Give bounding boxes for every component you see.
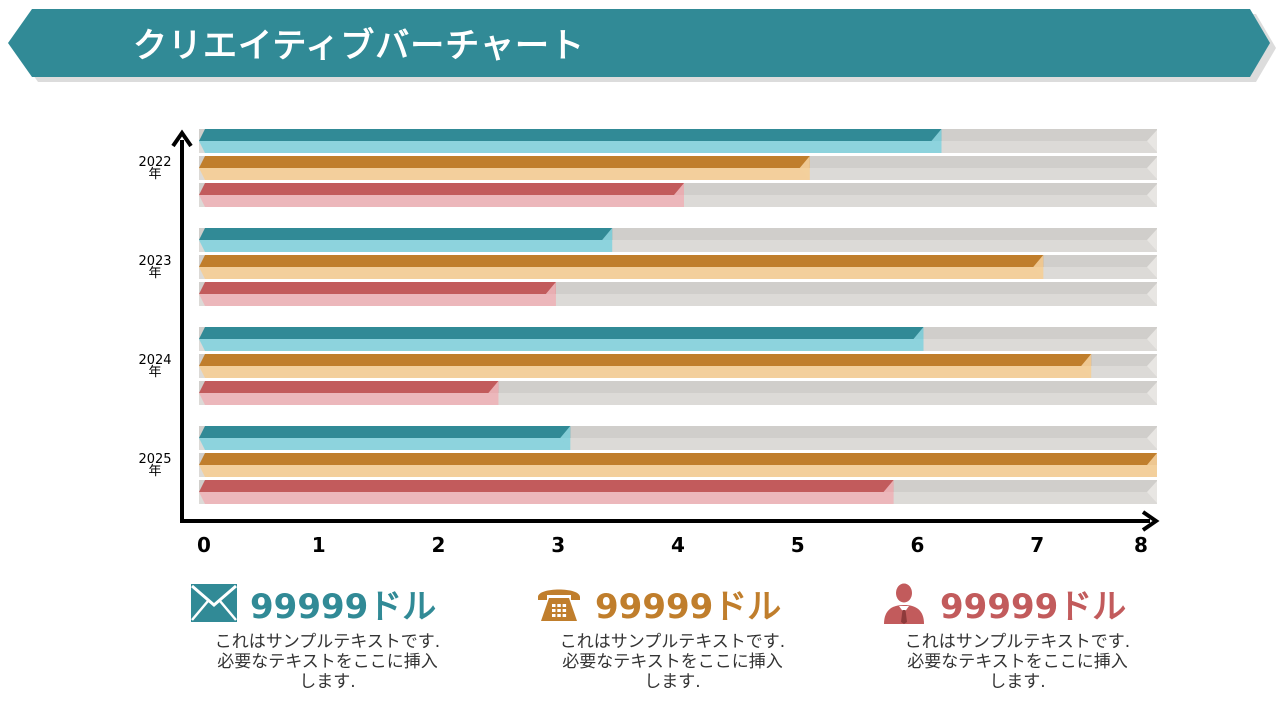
bar-track-cap [1147,328,1157,350]
bar-top [199,453,1157,465]
card-text-line: 必要なテキストをここに挿入 [907,652,1128,672]
bar-top [199,480,894,492]
bar-bottom [199,339,924,351]
bar-track-cap [1147,355,1157,377]
card-text-line: これはサンプルテキストです. [559,632,786,652]
bar-top [199,282,556,294]
envelope-icon [190,581,238,625]
card-value: 99999ドル [940,586,1127,627]
bar-bottom [199,240,613,252]
x-tick-label: 5 [791,533,805,557]
bar-track-cap [1147,256,1157,278]
bar-track-cap [1147,382,1157,404]
bar-bottom [199,438,571,450]
bar-track-cap [1147,427,1157,449]
x-axis-arrow [1141,510,1160,532]
y-tick-label: 2023 [138,254,171,269]
x-tick-label: 1 [312,533,326,557]
y-axis-arrow [171,129,193,148]
y-tick-label-suffix: 年 [148,365,161,380]
y-tick-label: 2024 [138,353,171,368]
bar-end-cap [560,426,571,450]
x-tick-label: 8 [1134,533,1148,557]
bar-bottom [199,465,1157,477]
bar-bottom [199,267,1044,279]
telephone-icon [535,581,583,625]
bar-end-cap [913,327,924,351]
bar-track-cap [1147,184,1157,206]
bar-bottom [199,492,894,504]
x-tick-label: 3 [551,533,565,557]
y-tick-label: 2022 [138,155,171,170]
card-text-line: 必要なテキストをここに挿入 [217,652,438,672]
bar-bottom [199,195,684,207]
bar-track-cap [1147,130,1157,152]
card-text-line: します. [299,672,356,692]
card-text-line: 必要なテキストをここに挿入 [562,652,783,672]
card-text-line: これはサンプルテキストです. [904,632,1131,652]
x-tick-label: 0 [197,533,211,557]
banner-shape [8,9,1270,77]
bar-bottom [199,141,942,153]
bar-top [199,426,571,438]
y-tick-label-suffix: 年 [148,464,161,479]
bar-end-cap [673,183,684,207]
bar-end-cap [883,480,894,504]
bar-top [199,255,1044,267]
bar-top [199,228,613,240]
bar-end-cap [1033,255,1044,279]
bar-top [199,129,942,141]
x-tick-label: 4 [671,533,685,557]
bar-end-cap [931,129,942,153]
x-tick-label: 6 [911,533,925,557]
chart-axes [171,129,1160,532]
bar-bottom [199,393,499,405]
card-text-line: これはサンプルテキストです. [214,632,441,652]
info-card-mail: 99999ドル これはサンプルテキストです. 必要なテキストをここに挿入 します… [190,578,480,692]
bar-end-cap [545,282,556,306]
bar-bottom [199,366,1092,378]
bar-track-cap [1147,481,1157,503]
bar-end-cap [799,156,810,180]
bar-top [199,381,499,393]
x-tick-label: 7 [1030,533,1044,557]
bar-top [199,156,810,168]
bar-top [199,354,1092,366]
info-card-person: 99999ドル これはサンプルテキストです. 必要なテキストをここに挿入 します… [880,578,1170,692]
bar-top [199,327,924,339]
card-description: これはサンプルテキストです. 必要なテキストをここに挿入 します. [190,632,465,692]
chart-bars [199,129,1157,504]
card-text-line: します. [989,672,1046,692]
bar-track-cap [1147,157,1157,179]
bar-track-cap [1147,229,1157,251]
card-description: これはサンプルテキストです. 必要なテキストをここに挿入 します. [880,632,1155,692]
y-tick-label: 2025 [138,452,171,467]
businessman-icon [880,581,928,625]
bar-end-cap [1081,354,1092,378]
bar-end-cap [488,381,499,405]
bar-end-cap [1147,453,1157,477]
bar-top [199,183,684,195]
x-axis-labels: 0 1 2 3 4 5 6 7 8 [197,533,1148,557]
y-tick-label-suffix: 年 [148,167,161,182]
bar-bottom [199,168,810,180]
x-tick-label: 2 [432,533,446,557]
bar-bottom [199,294,556,306]
card-value: 99999ドル [250,586,437,627]
card-description: これはサンプルテキストです. 必要なテキストをここに挿入 します. [535,632,810,692]
header-banner [8,9,1276,82]
card-value: 99999ドル [595,586,782,627]
page-title: クリエイティブバーチャート [133,26,585,66]
card-text-line: します. [644,672,701,692]
info-card-phone: 99999ドル これはサンプルテキストです. 必要なテキストをここに挿入 します… [535,578,825,692]
bar-end-cap [602,228,613,252]
bar-track-cap [1147,283,1157,305]
y-tick-label-suffix: 年 [148,266,161,281]
